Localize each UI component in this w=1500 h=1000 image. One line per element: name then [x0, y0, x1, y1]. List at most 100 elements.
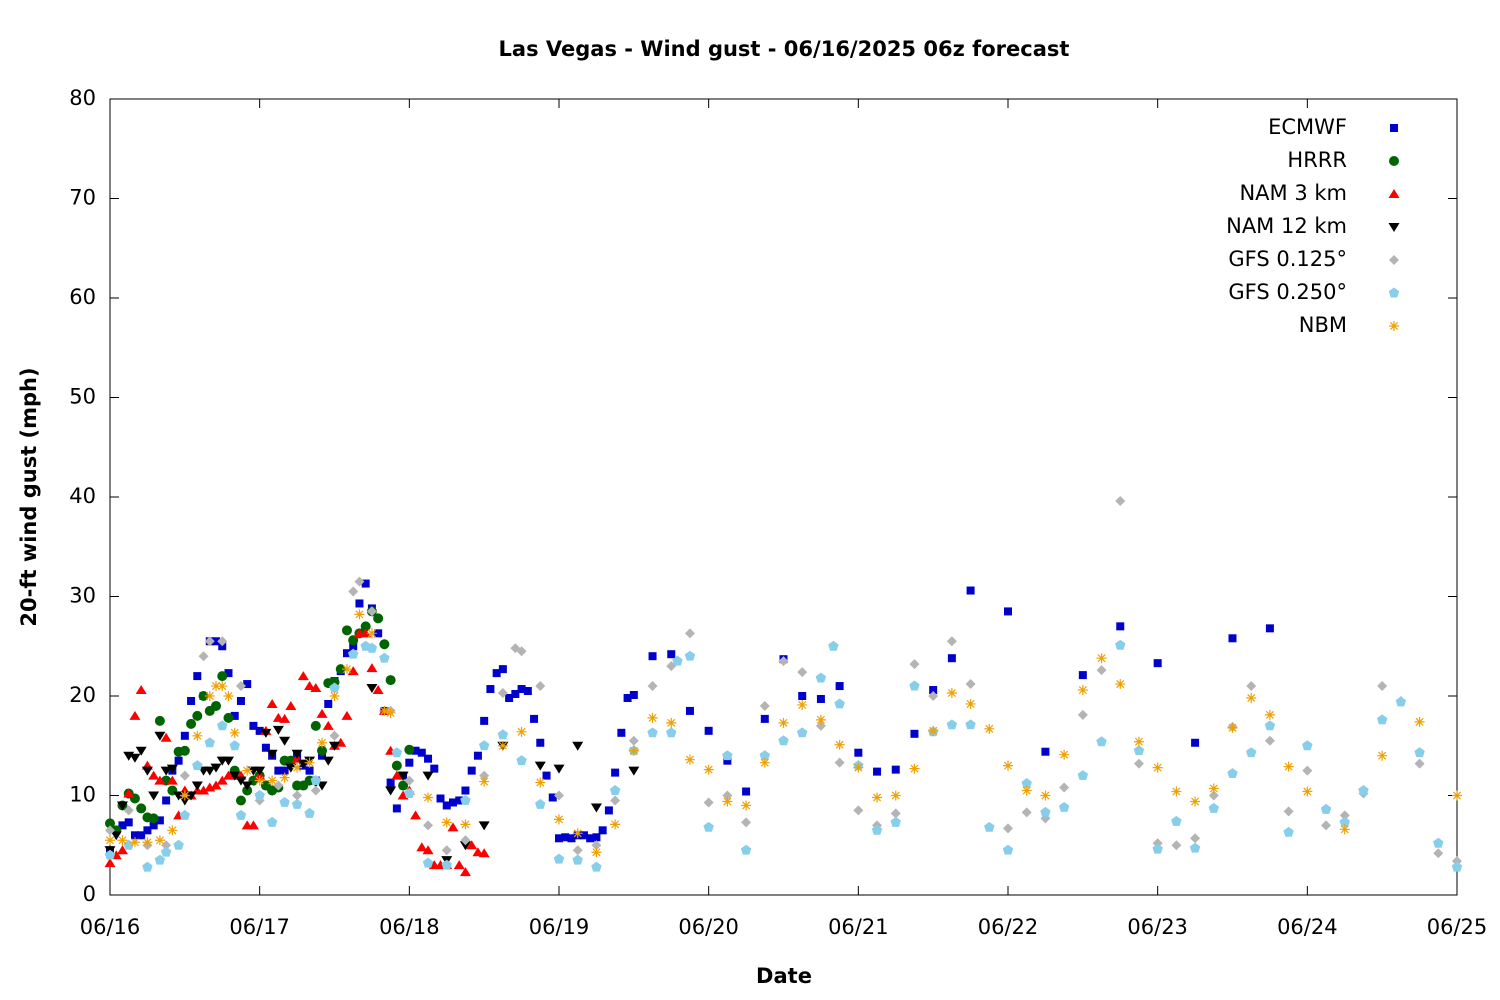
data-point [267, 775, 278, 786]
data-point [554, 814, 564, 825]
data-point [279, 796, 290, 807]
data-point [666, 727, 677, 738]
data-point [516, 755, 527, 766]
data-point [154, 835, 165, 846]
data-point [815, 672, 827, 683]
data-point [666, 717, 677, 728]
data-point [1190, 833, 1201, 844]
data-point [185, 791, 197, 801]
data-point [1059, 782, 1070, 793]
data-point [193, 672, 202, 681]
data-point [1320, 803, 1332, 814]
data-point [511, 690, 520, 699]
data-point [222, 756, 234, 766]
data-point [684, 650, 696, 661]
data-point [623, 693, 632, 702]
data-point [759, 750, 771, 761]
data-point [217, 671, 228, 682]
data-point [322, 756, 334, 766]
data-point [498, 665, 507, 674]
data-point [117, 835, 128, 846]
data-point [424, 754, 433, 763]
data-point [722, 790, 733, 801]
data-point [1376, 714, 1388, 725]
data-point [1153, 659, 1162, 668]
data-point [1227, 768, 1238, 779]
data-point [198, 651, 209, 662]
data-point [212, 637, 221, 646]
data-point [266, 749, 278, 759]
data-point [211, 700, 222, 711]
data-point [124, 818, 133, 827]
data-point [530, 714, 539, 723]
data-point [404, 775, 415, 786]
data-point [516, 646, 527, 657]
data-point [667, 650, 676, 659]
legend-marker [1389, 321, 1399, 331]
data-point [354, 609, 365, 620]
data-point [229, 727, 240, 738]
data-point [586, 834, 595, 843]
data-point [1021, 785, 1032, 796]
data-point [467, 766, 476, 775]
data-point [167, 825, 178, 836]
data-point [366, 684, 378, 694]
data-point [329, 741, 340, 751]
data-point [1321, 820, 1332, 831]
data-point [297, 671, 309, 681]
data-point [741, 800, 752, 811]
data-point [291, 749, 303, 759]
data-point [704, 726, 713, 735]
data-point [254, 790, 265, 800]
data-point [149, 821, 158, 830]
data-point [555, 834, 563, 843]
data-point [341, 664, 352, 675]
data-point [335, 664, 346, 675]
data-point [473, 751, 482, 760]
data-point [129, 753, 141, 763]
data-point [355, 599, 364, 608]
data-point [304, 681, 316, 691]
data-point [397, 790, 409, 800]
data-point [354, 576, 365, 587]
data-point [1189, 842, 1201, 853]
data-point [404, 788, 415, 798]
data-point [137, 831, 146, 840]
data-point [1395, 696, 1407, 707]
data-point [497, 688, 508, 699]
data-point [648, 652, 657, 661]
data-point [873, 767, 882, 776]
data-point [703, 797, 714, 808]
data-point [366, 606, 377, 617]
data-point [1264, 709, 1275, 720]
data-point [347, 648, 359, 659]
legend-label: NAM 3 km [1239, 181, 1347, 205]
data-point [447, 822, 459, 832]
data-point [1115, 495, 1126, 506]
data-point [1264, 720, 1276, 731]
data-point [304, 757, 315, 768]
data-point [759, 700, 770, 711]
data-point [254, 775, 265, 786]
data-point [684, 628, 695, 639]
y-tick-label: 30 [69, 584, 96, 608]
data-point [854, 748, 863, 757]
data-point [161, 840, 172, 851]
data-point [478, 821, 490, 831]
data-point [505, 693, 514, 702]
data-point [416, 842, 428, 852]
data-point [835, 682, 844, 691]
data-point [441, 817, 452, 828]
data-point [535, 681, 546, 692]
data-point [304, 807, 315, 818]
data-point [535, 777, 546, 788]
data-point [1208, 783, 1219, 794]
data-point [1377, 681, 1388, 692]
data-point [448, 798, 457, 807]
y-tick-label: 50 [69, 385, 96, 409]
x-tick-label: 06/23 [1127, 915, 1188, 939]
data-point [1041, 747, 1050, 756]
data-point [398, 780, 409, 791]
data-point [116, 801, 128, 811]
